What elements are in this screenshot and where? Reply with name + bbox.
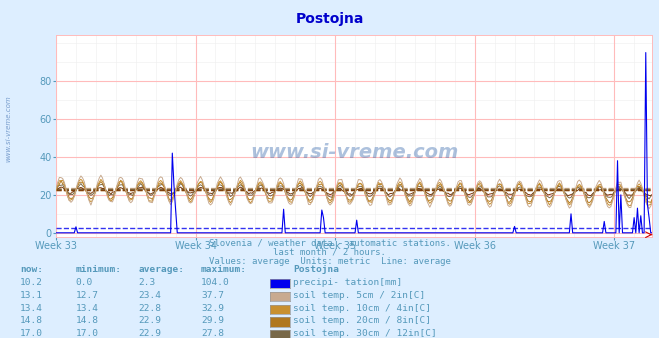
Text: 22.9: 22.9 [138, 329, 161, 338]
Text: last month / 2 hours.: last month / 2 hours. [273, 247, 386, 257]
Text: 17.0: 17.0 [76, 329, 99, 338]
Text: 13.4: 13.4 [20, 304, 43, 313]
Text: soil temp. 30cm / 12in[C]: soil temp. 30cm / 12in[C] [293, 329, 437, 338]
Text: 104.0: 104.0 [201, 278, 230, 287]
Text: 27.8: 27.8 [201, 329, 224, 338]
Text: 22.8: 22.8 [138, 304, 161, 313]
Text: 17.0: 17.0 [20, 329, 43, 338]
Text: 32.9: 32.9 [201, 304, 224, 313]
Text: soil temp. 5cm / 2in[C]: soil temp. 5cm / 2in[C] [293, 291, 426, 300]
Text: 23.4: 23.4 [138, 291, 161, 300]
Text: www.si-vreme.com: www.si-vreme.com [5, 95, 11, 162]
Text: Postojna: Postojna [295, 12, 364, 26]
Text: 14.8: 14.8 [20, 316, 43, 325]
Text: 0.0: 0.0 [76, 278, 93, 287]
Text: Postojna: Postojna [293, 265, 339, 274]
Text: 37.7: 37.7 [201, 291, 224, 300]
Text: 13.4: 13.4 [76, 304, 99, 313]
Text: soil temp. 20cm / 8in[C]: soil temp. 20cm / 8in[C] [293, 316, 431, 325]
Text: 12.7: 12.7 [76, 291, 99, 300]
Text: 22.9: 22.9 [138, 316, 161, 325]
Text: average:: average: [138, 265, 185, 274]
Text: www.si-vreme.com: www.si-vreme.com [250, 143, 459, 162]
Text: 2.3: 2.3 [138, 278, 156, 287]
Text: 10.2: 10.2 [20, 278, 43, 287]
Text: minimum:: minimum: [76, 265, 122, 274]
Text: 13.1: 13.1 [20, 291, 43, 300]
Text: soil temp. 10cm / 4in[C]: soil temp. 10cm / 4in[C] [293, 304, 431, 313]
Text: precipi- tation[mm]: precipi- tation[mm] [293, 278, 403, 287]
Text: Slovenia / weather data - automatic stations.: Slovenia / weather data - automatic stat… [208, 238, 451, 247]
Text: 29.9: 29.9 [201, 316, 224, 325]
Text: 14.8: 14.8 [76, 316, 99, 325]
Text: Values: average  Units: metric  Line: average: Values: average Units: metric Line: aver… [208, 257, 451, 266]
Text: maximum:: maximum: [201, 265, 247, 274]
Text: now:: now: [20, 265, 43, 274]
